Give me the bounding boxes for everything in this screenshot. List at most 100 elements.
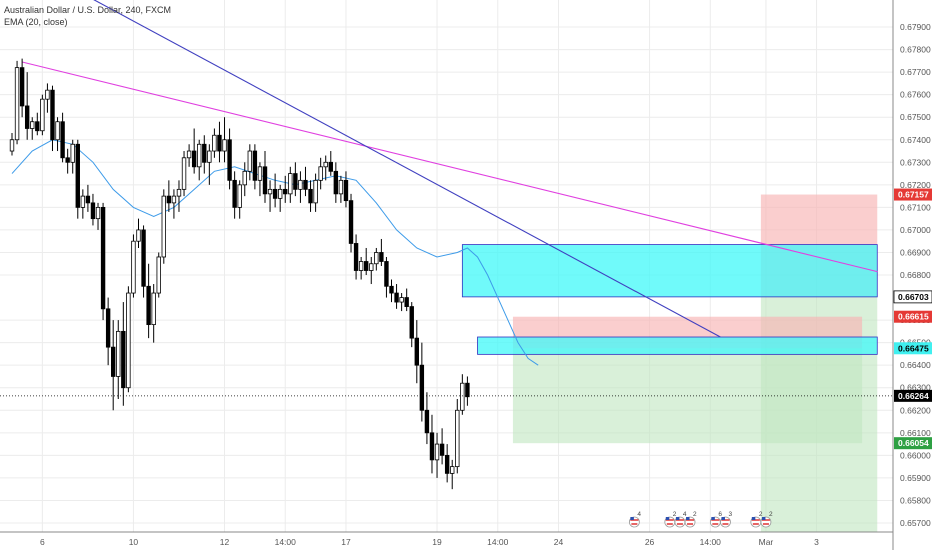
candle-down[interactable] bbox=[141, 229, 146, 287]
x-tick-label: 26 bbox=[645, 537, 655, 547]
candle-down[interactable] bbox=[363, 261, 369, 271]
event-flag-canton bbox=[665, 517, 670, 520]
candle-down[interactable] bbox=[419, 364, 425, 411]
candle-up[interactable] bbox=[460, 382, 465, 411]
candle-up[interactable] bbox=[151, 292, 156, 326]
candle-up[interactable] bbox=[95, 206, 101, 220]
candle-down[interactable] bbox=[252, 150, 258, 181]
candle-up[interactable] bbox=[318, 166, 323, 181]
candle-down[interactable] bbox=[414, 337, 419, 366]
candle-up[interactable] bbox=[116, 330, 121, 377]
candle-up[interactable] bbox=[80, 195, 86, 208]
candle-up[interactable] bbox=[70, 143, 75, 163]
candle-down[interactable] bbox=[348, 200, 354, 244]
candle-up[interactable] bbox=[257, 166, 263, 181]
candle-down[interactable] bbox=[121, 330, 126, 389]
candle-down[interactable] bbox=[105, 308, 111, 348]
candle-down[interactable] bbox=[90, 202, 96, 220]
candle-up[interactable] bbox=[242, 170, 247, 186]
candle-up[interactable] bbox=[9, 139, 15, 152]
candle-down[interactable] bbox=[353, 243, 359, 271]
candle-down[interactable] bbox=[202, 143, 207, 163]
candle-up[interactable] bbox=[338, 179, 344, 195]
candle-down[interactable] bbox=[100, 206, 106, 310]
candle-up[interactable] bbox=[197, 143, 202, 168]
candle-down[interactable] bbox=[262, 166, 268, 195]
candle-up[interactable] bbox=[171, 195, 177, 204]
candle-down[interactable] bbox=[111, 346, 116, 377]
candle-down[interactable] bbox=[60, 121, 65, 159]
candle-down[interactable] bbox=[384, 261, 389, 287]
candle-down[interactable] bbox=[50, 89, 55, 141]
candle-up[interactable] bbox=[55, 121, 60, 141]
candle-up[interactable] bbox=[237, 184, 242, 208]
y-tick-label: 0.67000 bbox=[900, 225, 931, 235]
candle-down[interactable] bbox=[394, 292, 399, 303]
candle-up[interactable] bbox=[277, 188, 283, 199]
candle-up[interactable] bbox=[176, 188, 182, 197]
candle-up[interactable] bbox=[288, 173, 293, 195]
candle-down[interactable] bbox=[308, 188, 313, 204]
y-tick-label: 0.66300 bbox=[900, 383, 931, 393]
candle-down[interactable] bbox=[303, 179, 308, 190]
candle-down[interactable] bbox=[389, 285, 394, 294]
candle-up[interactable] bbox=[207, 150, 212, 163]
candle-up[interactable] bbox=[298, 179, 303, 190]
candle-down[interactable] bbox=[465, 382, 470, 398]
candle-down[interactable] bbox=[439, 443, 445, 456]
candle-down[interactable] bbox=[166, 195, 172, 204]
candle-up[interactable] bbox=[399, 297, 404, 303]
candle-down[interactable] bbox=[272, 188, 278, 199]
candle-up[interactable] bbox=[186, 150, 192, 159]
x-tick-label: 3 bbox=[814, 537, 819, 547]
candle-up[interactable] bbox=[313, 179, 318, 204]
candle-up[interactable] bbox=[434, 443, 440, 461]
candle-up[interactable] bbox=[45, 89, 50, 100]
candle-down[interactable] bbox=[424, 409, 430, 434]
candle-down[interactable] bbox=[191, 150, 197, 168]
candle-up[interactable] bbox=[161, 195, 166, 258]
candle-down[interactable] bbox=[35, 121, 40, 132]
candle-down[interactable] bbox=[409, 306, 414, 339]
candle-up[interactable] bbox=[450, 466, 455, 474]
candle-up[interactable] bbox=[14, 67, 20, 141]
candle-up[interactable] bbox=[126, 292, 131, 389]
candle-down[interactable] bbox=[444, 454, 450, 474]
candle-up[interactable] bbox=[267, 188, 273, 195]
candle-up[interactable] bbox=[136, 229, 141, 242]
candle-down[interactable] bbox=[283, 188, 288, 195]
candle-up[interactable] bbox=[181, 157, 187, 190]
candle-up[interactable] bbox=[30, 121, 35, 129]
candle-down[interactable] bbox=[343, 179, 349, 202]
candle-up[interactable] bbox=[455, 409, 460, 468]
candle-up[interactable] bbox=[222, 139, 227, 152]
candle-up[interactable] bbox=[323, 161, 328, 168]
candle-down[interactable] bbox=[217, 134, 222, 152]
candle-down[interactable] bbox=[65, 157, 70, 163]
candle-down[interactable] bbox=[85, 195, 91, 204]
candle-up[interactable] bbox=[369, 263, 374, 271]
candle-down[interactable] bbox=[146, 285, 151, 326]
candle-down[interactable] bbox=[429, 432, 435, 461]
candle-down[interactable] bbox=[379, 252, 384, 262]
candle-up[interactable] bbox=[40, 98, 45, 132]
candle-up[interactable] bbox=[358, 261, 364, 271]
candle-down[interactable] bbox=[293, 173, 298, 190]
candle-up[interactable] bbox=[131, 240, 136, 294]
candle-down[interactable] bbox=[232, 179, 237, 208]
candle-up[interactable] bbox=[374, 252, 379, 265]
candle-down[interactable] bbox=[328, 161, 333, 172]
candle-up[interactable] bbox=[212, 134, 217, 152]
x-tick-label: 24 bbox=[554, 537, 564, 547]
indicator-label: EMA (20, close) bbox=[4, 17, 68, 27]
candle-up[interactable] bbox=[156, 256, 161, 294]
candle-down[interactable] bbox=[404, 297, 409, 307]
event-flag-canton bbox=[721, 517, 725, 520]
candle-down[interactable] bbox=[333, 170, 339, 195]
candle-down[interactable] bbox=[227, 139, 232, 181]
candle-down[interactable] bbox=[19, 67, 25, 107]
candle-down[interactable] bbox=[75, 143, 80, 208]
candle-down[interactable] bbox=[24, 105, 30, 129]
candle-up[interactable] bbox=[247, 150, 253, 172]
